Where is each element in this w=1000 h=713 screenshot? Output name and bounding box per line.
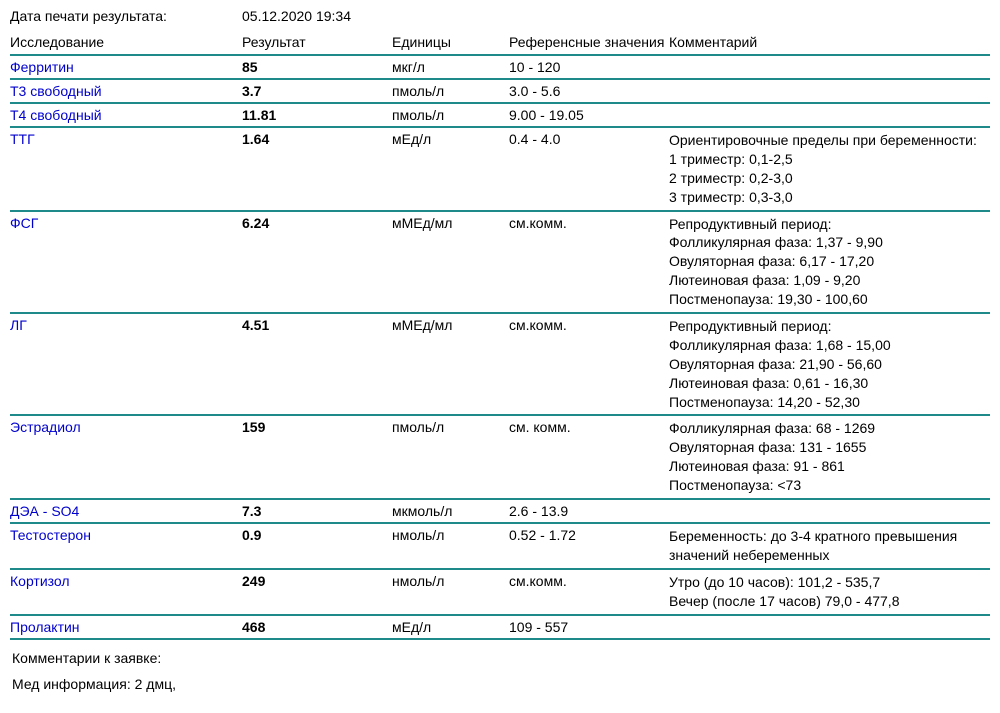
- test-name: Т3 свободный: [10, 83, 242, 99]
- table-row: ТТГ1.64мЕд/л0.4 - 4.0Ориентировочные пре…: [10, 126, 990, 210]
- test-name: Тестостерон: [10, 527, 242, 543]
- test-name: ФСГ: [10, 215, 242, 231]
- units-value: пмоль/л: [392, 83, 509, 99]
- header-result: Результат: [242, 34, 392, 50]
- result-value: 3.7: [242, 83, 392, 99]
- units-value: мЕд/л: [392, 131, 509, 147]
- test-name: Эстрадиол: [10, 419, 242, 435]
- units-value: мЕд/л: [392, 619, 509, 635]
- units-value: мМЕд/мл: [392, 317, 509, 333]
- print-date-label: Дата печати результата:: [10, 8, 242, 24]
- table-row: ЛГ4.51мМЕд/млсм.комм.Репродуктивный пери…: [10, 312, 990, 414]
- test-name: Пролактин: [10, 619, 242, 635]
- test-name: Ферритин: [10, 59, 242, 75]
- test-name: ДЭА - SO4: [10, 503, 242, 519]
- test-name: ТТГ: [10, 131, 242, 147]
- results-table: Ферритин85мкг/л10 - 120Т3 свободный3.7пм…: [10, 54, 990, 640]
- comment-value: Фолликулярная фаза: 68 - 1269 Овуляторна…: [669, 419, 990, 495]
- test-name: Т4 свободный: [10, 107, 242, 123]
- table-row: Эстрадиол159пмоль/лсм. комм.Фолликулярна…: [10, 414, 990, 498]
- header-reference: Референсные значения: [509, 34, 669, 50]
- units-value: пмоль/л: [392, 419, 509, 435]
- footer-med-info: Мед информация: 2 дмц,: [10, 676, 990, 692]
- reference-value: 109 - 557: [509, 619, 669, 635]
- reference-value: 0.4 - 4.0: [509, 131, 669, 147]
- result-value: 468: [242, 619, 392, 635]
- footer-section: Комментарии к заявке: Мед информация: 2 …: [10, 650, 990, 692]
- comment-value: Репродуктивный период: Фолликулярная фаз…: [669, 215, 990, 309]
- reference-value: см.комм.: [509, 317, 669, 333]
- table-row: Тестостерон0.9нмоль/л0.52 - 1.72Беременн…: [10, 522, 990, 568]
- reference-value: 10 - 120: [509, 59, 669, 75]
- header-units: Единицы: [392, 34, 509, 50]
- reference-value: см. комм.: [509, 419, 669, 435]
- units-value: мМЕд/мл: [392, 215, 509, 231]
- print-date-row: Дата печати результата: 05.12.2020 19:34: [10, 8, 990, 24]
- units-value: мкмоль/л: [392, 503, 509, 519]
- result-value: 7.3: [242, 503, 392, 519]
- table-row: Кортизол249нмоль/лсм.комм.Утро (до 10 ча…: [10, 568, 990, 614]
- comment-value: Утро (до 10 часов): 101,2 - 535,7 Вечер …: [669, 573, 990, 611]
- comment-value: Ориентировочные пределы при беременности…: [669, 131, 990, 207]
- table-row: Т4 свободный11.81пмоль/л9.00 - 19.05: [10, 102, 990, 126]
- result-value: 6.24: [242, 215, 392, 231]
- comment-value: Беременность: до 3-4 кратного превышения…: [669, 527, 990, 565]
- comment-value: Репродуктивный период: Фолликулярная фаз…: [669, 317, 990, 411]
- test-name: ЛГ: [10, 317, 242, 333]
- reference-value: см.комм.: [509, 215, 669, 231]
- units-value: нмоль/л: [392, 527, 509, 543]
- result-value: 159: [242, 419, 392, 435]
- footer-comments-label: Комментарии к заявке:: [10, 650, 990, 666]
- result-value: 0.9: [242, 527, 392, 543]
- units-value: нмоль/л: [392, 573, 509, 589]
- table-row: Т3 свободный3.7пмоль/л3.0 - 5.6: [10, 78, 990, 102]
- table-row: ДЭА - SO47.3мкмоль/л2.6 - 13.9: [10, 498, 990, 522]
- table-row: Ферритин85мкг/л10 - 120: [10, 54, 990, 78]
- result-value: 85: [242, 59, 392, 75]
- reference-value: 3.0 - 5.6: [509, 83, 669, 99]
- units-value: мкг/л: [392, 59, 509, 75]
- reference-value: см.комм.: [509, 573, 669, 589]
- result-value: 1.64: [242, 131, 392, 147]
- print-date-value: 05.12.2020 19:34: [242, 8, 990, 24]
- units-value: пмоль/л: [392, 107, 509, 123]
- reference-value: 2.6 - 13.9: [509, 503, 669, 519]
- column-headers: Исследование Результат Единицы Референсн…: [10, 34, 990, 54]
- header-test: Исследование: [10, 34, 242, 50]
- reference-value: 0.52 - 1.72: [509, 527, 669, 543]
- result-value: 11.81: [242, 107, 392, 123]
- test-name: Кортизол: [10, 573, 242, 589]
- table-row: Пролактин468мЕд/л109 - 557: [10, 614, 990, 640]
- reference-value: 9.00 - 19.05: [509, 107, 669, 123]
- table-row: ФСГ6.24мМЕд/млсм.комм.Репродуктивный пер…: [10, 210, 990, 312]
- header-comment: Комментарий: [669, 34, 990, 50]
- result-value: 4.51: [242, 317, 392, 333]
- result-value: 249: [242, 573, 392, 589]
